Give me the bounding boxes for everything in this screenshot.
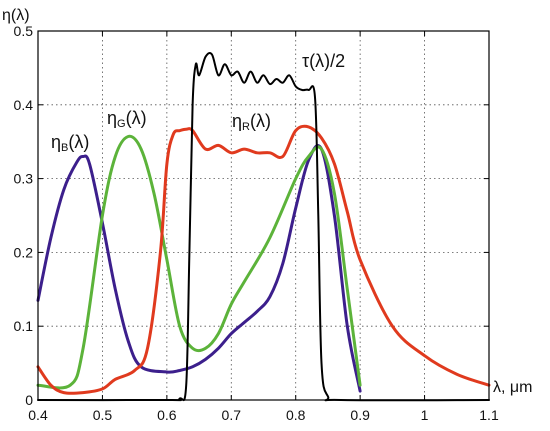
series-label: ηB(λ) (51, 132, 89, 154)
series-label: ηR(λ) (232, 111, 271, 133)
series-label-main: η (107, 108, 117, 128)
x-tick-label: 1 (421, 407, 429, 423)
series-labels: ηB(λ)ηG(λ) ηR(λ)τ(λ)/2 (51, 51, 345, 154)
series-label-subscript: R (242, 121, 250, 133)
y-tick-label: 0.3 (14, 171, 34, 187)
y-tick-label: 0.5 (14, 23, 34, 39)
series-line-eta-g (36, 134, 362, 390)
series-line-tau (37, 52, 490, 402)
series-line-eta-b (36, 144, 362, 393)
x-tick-label: 1.1 (479, 407, 499, 423)
series-label-tail: (λ) (250, 111, 271, 131)
series-label: ηG(λ) (107, 108, 147, 130)
x-tick-label: 0.5 (93, 407, 113, 423)
x-tick-label: 0.8 (286, 407, 306, 423)
series-label-tail: (λ) (68, 132, 89, 152)
series-label-subscript: G (117, 118, 126, 130)
x-tick-label: 0.7 (222, 407, 242, 423)
y-tick-label: 0.1 (14, 318, 34, 334)
y-tick-label: 0.4 (14, 97, 34, 113)
series-lines (36, 52, 491, 402)
tick-marks (37, 30, 490, 401)
series-label: τ(λ)/2 (302, 51, 345, 71)
series-label-tail: (λ) (126, 108, 147, 128)
x-axis-label: λ, μm (493, 379, 532, 396)
grid-lines (38, 31, 489, 400)
x-tick-label: 0.6 (157, 407, 177, 423)
series-label-main: τ(λ)/2 (302, 51, 345, 71)
series-label-main: η (51, 132, 61, 152)
series-label-main: η (232, 111, 242, 131)
x-tick-label: 0.4 (28, 407, 48, 423)
series-label-subscript: B (61, 142, 68, 154)
plot-frame (37, 30, 490, 401)
y-tick-label: 0.2 (14, 244, 34, 260)
y-axis-label: η(λ) (2, 7, 30, 24)
series-line-eta-r (36, 124, 491, 395)
y-tick-label: 0 (25, 392, 33, 408)
tick-labels: 0.4 0.5 0.6 0.7 0.8 0.9 1 1.1 0 0.1 0.2 0.3 0.4 0.5 (14, 23, 499, 423)
x-tick-label: 0.9 (350, 407, 370, 423)
